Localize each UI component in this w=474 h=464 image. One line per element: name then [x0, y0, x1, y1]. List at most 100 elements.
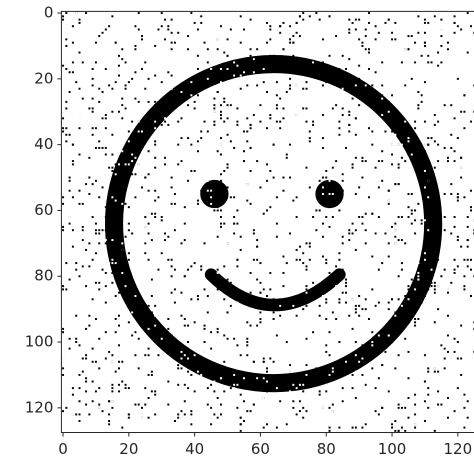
noise-dot-light	[108, 347, 111, 350]
noise-dot-dark	[137, 100, 140, 103]
noise-dot-dark	[101, 268, 104, 271]
noise-dot-dark	[368, 48, 371, 51]
noise-dot-dark	[272, 311, 275, 314]
noise-dot-light	[256, 377, 259, 380]
noise-dot-dark	[226, 337, 229, 340]
noise-dot-light	[417, 271, 420, 274]
noise-dot-light	[210, 61, 213, 64]
noise-dot-dark	[249, 146, 252, 149]
noise-dot-light	[456, 248, 459, 251]
noise-dot-light	[252, 423, 255, 426]
noise-dot-dark	[371, 84, 374, 87]
noise-dot-dark	[387, 301, 390, 304]
noise-dot-light	[321, 48, 324, 51]
noise-dot-light	[315, 21, 318, 24]
noise-dot-dark	[433, 140, 436, 143]
y-tick-label: 40	[34, 135, 53, 153]
noise-dot-light	[68, 324, 71, 327]
noise-dot-light	[358, 393, 361, 396]
noise-dot-light	[466, 232, 469, 235]
noise-dot-light	[75, 301, 78, 304]
noise-dot-dark	[81, 225, 84, 228]
noise-dot-light	[141, 199, 143, 202]
noise-dot-light	[226, 318, 229, 321]
noise-dot-dark	[463, 94, 466, 97]
noise-dot-light	[338, 403, 341, 406]
noise-dot-dark	[101, 410, 104, 413]
noise-dot-dark	[78, 153, 81, 156]
noise-dot-light	[344, 400, 347, 403]
noise-dot-light	[193, 354, 196, 357]
noise-dot-light	[249, 209, 252, 212]
noise-dot-dark	[407, 285, 410, 288]
noise-dot-dark	[305, 265, 308, 268]
noise-dot-dark	[111, 406, 114, 409]
noise-dot-dark	[381, 160, 384, 163]
noise-dot-light	[219, 51, 222, 54]
noise-dot-light	[98, 38, 101, 41]
noise-dot-light	[219, 81, 222, 84]
noise-dot-light	[68, 28, 71, 31]
noise-dot-dark	[308, 373, 311, 376]
noise-dot-dark	[414, 321, 417, 324]
noise-dot-dark	[423, 21, 426, 24]
noise-dot-light	[127, 403, 130, 406]
noise-dot-dark	[407, 377, 410, 380]
noise-dot-light	[262, 25, 265, 28]
noise-dot-dark	[364, 160, 367, 163]
noise-dot-light	[341, 169, 344, 172]
noise-dot-light	[266, 285, 269, 288]
noise-dot-light	[183, 354, 186, 357]
noise-dot-dark	[121, 360, 124, 363]
noise-dot-dark	[279, 400, 282, 403]
noise-dot-dark	[219, 413, 222, 416]
noise-dot-dark	[331, 216, 334, 219]
noise-dot-dark	[446, 314, 449, 317]
noise-dot-dark	[318, 209, 321, 212]
noise-dot-light	[275, 239, 278, 242]
noise-dot-dark	[295, 258, 298, 261]
noise-dot-dark	[203, 242, 206, 245]
noise-dot-light	[180, 393, 183, 396]
noise-dot-dark	[417, 15, 420, 18]
noise-dot-dark	[443, 193, 446, 195]
noise-dot-dark	[305, 74, 308, 77]
noise-dot-dark	[348, 130, 351, 133]
noise-dot-dark	[114, 275, 117, 278]
noise-dot-dark	[85, 380, 88, 383]
noise-dot-dark	[391, 94, 394, 97]
noise-dot-light	[160, 416, 163, 419]
noise-dot-dark	[420, 219, 423, 222]
noise-dot-dark	[364, 35, 367, 38]
noise-dot-light	[108, 373, 111, 376]
noise-dot-light	[456, 67, 459, 70]
noise-dot-light	[246, 242, 249, 245]
noise-dot-light	[321, 186, 324, 189]
noise-dot-light	[358, 212, 361, 215]
noise-dot-dark	[203, 324, 206, 327]
noise-dot-dark	[134, 291, 137, 294]
noise-dot-dark	[384, 21, 387, 24]
noise-dot-dark	[348, 229, 351, 232]
noise-dot-dark	[262, 360, 265, 363]
noise-dot-dark	[256, 245, 259, 248]
noise-dot-light	[183, 314, 186, 317]
noise-dot-light	[368, 413, 371, 416]
noise-dot-dark	[437, 370, 440, 373]
noise-dot-light	[219, 54, 222, 57]
noise-dot-dark	[397, 275, 400, 278]
noise-dot-dark	[108, 84, 111, 87]
noise-dot-light	[420, 21, 423, 24]
noise-dot-dark	[150, 212, 153, 215]
noise-dot-dark	[302, 87, 305, 90]
noise-dot-dark	[394, 222, 397, 225]
noise-dot-light	[433, 67, 436, 70]
noise-dot-light	[308, 48, 311, 51]
noise-dot-dark	[154, 304, 157, 307]
noise-dot-light	[134, 393, 137, 396]
noise-dot-light	[282, 28, 285, 31]
noise-dot-dark	[180, 97, 183, 100]
noise-dot-dark	[62, 285, 65, 288]
noise-dot-dark	[147, 222, 150, 225]
